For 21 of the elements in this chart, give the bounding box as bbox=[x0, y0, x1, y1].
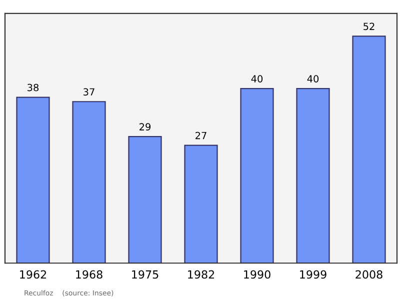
bar bbox=[352, 36, 386, 264]
x-tick-label: 1999 bbox=[300, 270, 326, 279]
x-tick-label: 1962 bbox=[20, 270, 46, 279]
x-tick-label: 1975 bbox=[132, 270, 158, 279]
data-label: 40 bbox=[251, 75, 263, 82]
bar bbox=[240, 88, 274, 264]
data-label: 29 bbox=[140, 123, 150, 130]
x-tick-label: 1968 bbox=[76, 270, 102, 279]
data-label: 38 bbox=[28, 84, 39, 92]
data-label: 27 bbox=[196, 132, 206, 140]
data-label: 52 bbox=[364, 22, 374, 30]
bar bbox=[296, 88, 330, 264]
x-tick-label: 2008 bbox=[356, 270, 382, 279]
data-label: 40 bbox=[307, 75, 319, 82]
x-tick-label: 1982 bbox=[188, 270, 214, 279]
bar bbox=[128, 136, 162, 264]
bar bbox=[184, 144, 218, 264]
bar bbox=[16, 96, 50, 264]
x-tick-label: 1990 bbox=[244, 270, 270, 279]
bar bbox=[72, 101, 106, 264]
data-label: 37 bbox=[84, 88, 94, 96]
